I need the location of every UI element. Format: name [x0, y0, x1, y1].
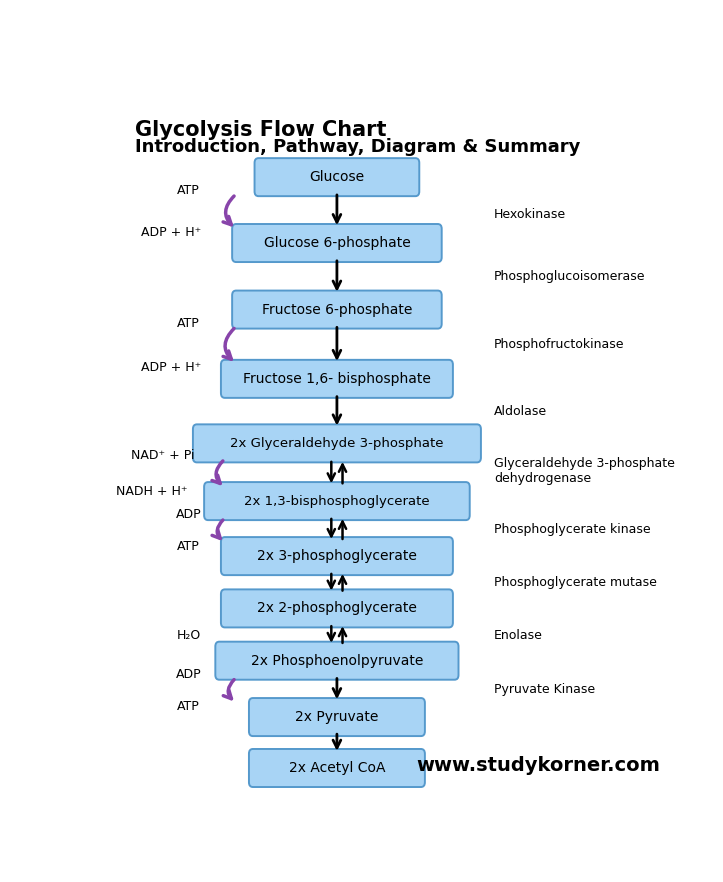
- Text: 2x 2-phosphoglycerate: 2x 2-phosphoglycerate: [257, 602, 417, 616]
- Text: H₂O: H₂O: [176, 629, 200, 642]
- FancyBboxPatch shape: [193, 424, 481, 462]
- Text: ATP: ATP: [177, 317, 200, 330]
- Text: 2x Phosphoenolpyruvate: 2x Phosphoenolpyruvate: [251, 654, 423, 668]
- Text: NAD⁺ + Pi: NAD⁺ + Pi: [132, 449, 195, 462]
- Text: 2x Glyceraldehyde 3-phosphate: 2x Glyceraldehyde 3-phosphate: [230, 437, 444, 450]
- Text: 2x 3-phosphoglycerate: 2x 3-phosphoglycerate: [257, 549, 417, 563]
- FancyBboxPatch shape: [221, 360, 453, 398]
- Text: ATP: ATP: [177, 184, 200, 198]
- Text: ATP: ATP: [177, 700, 200, 714]
- FancyBboxPatch shape: [215, 642, 458, 680]
- Text: www.studykorner.com: www.studykorner.com: [416, 757, 661, 775]
- FancyBboxPatch shape: [249, 698, 425, 736]
- Text: Glucose 6-phosphate: Glucose 6-phosphate: [264, 236, 410, 250]
- FancyBboxPatch shape: [232, 224, 442, 262]
- Text: Phosphoglycerate kinase: Phosphoglycerate kinase: [494, 523, 651, 536]
- Text: Glyceraldehyde 3-phosphate
dehydrogenase: Glyceraldehyde 3-phosphate dehydrogenase: [494, 457, 675, 485]
- Text: Fructose 6-phosphate: Fructose 6-phosphate: [262, 303, 412, 317]
- Text: NADH + H⁺: NADH + H⁺: [116, 485, 188, 498]
- Text: Introduction, Pathway, Diagram & Summary: Introduction, Pathway, Diagram & Summary: [135, 138, 581, 155]
- Text: 2x 1,3-bisphosphoglycerate: 2x 1,3-bisphosphoglycerate: [244, 495, 429, 508]
- Text: Aldolase: Aldolase: [494, 405, 547, 418]
- Text: Fructose 1,6- bisphosphate: Fructose 1,6- bisphosphate: [243, 372, 431, 385]
- FancyBboxPatch shape: [249, 749, 425, 787]
- Text: ADP + H⁺: ADP + H⁺: [142, 227, 202, 239]
- Text: 2x Pyruvate: 2x Pyruvate: [295, 710, 379, 724]
- Text: ADP + H⁺: ADP + H⁺: [142, 361, 202, 374]
- Text: Phosphoglucoisomerase: Phosphoglucoisomerase: [494, 271, 646, 283]
- Text: ADP: ADP: [176, 668, 201, 681]
- FancyBboxPatch shape: [232, 290, 442, 329]
- FancyBboxPatch shape: [254, 158, 419, 196]
- Text: Glycolysis Flow Chart: Glycolysis Flow Chart: [135, 120, 387, 139]
- FancyBboxPatch shape: [204, 482, 470, 520]
- Text: ADP: ADP: [176, 508, 201, 521]
- Text: Hexokinase: Hexokinase: [494, 208, 566, 221]
- Text: Enolase: Enolase: [494, 629, 543, 642]
- FancyBboxPatch shape: [221, 537, 453, 575]
- Text: ATP: ATP: [177, 540, 200, 553]
- Text: 2x Acetyl CoA: 2x Acetyl CoA: [288, 761, 385, 775]
- Text: Phosphoglycerate mutase: Phosphoglycerate mutase: [494, 576, 656, 589]
- Text: Glucose: Glucose: [309, 170, 364, 184]
- Text: Phosphofructokinase: Phosphofructokinase: [494, 339, 624, 351]
- Text: Pyruvate Kinase: Pyruvate Kinase: [494, 684, 595, 697]
- FancyBboxPatch shape: [221, 589, 453, 627]
